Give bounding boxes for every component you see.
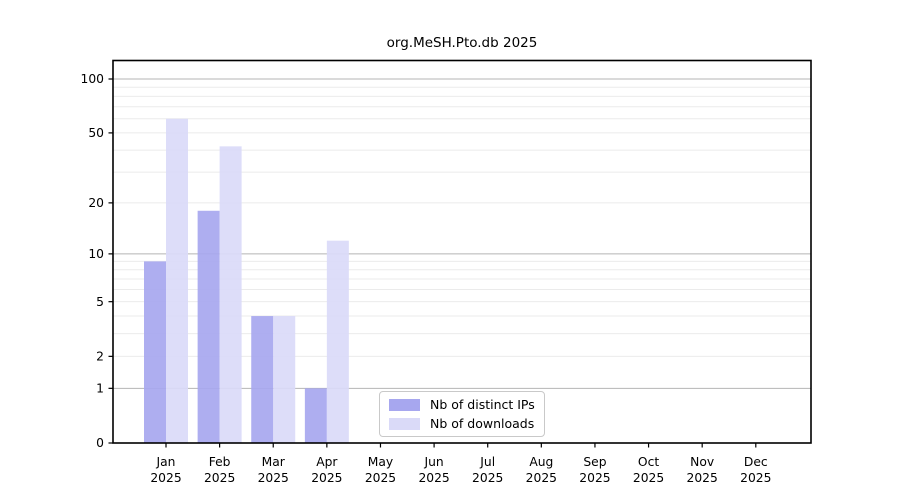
y-tick-label: 0 (96, 436, 104, 450)
x-tick-label-month: Jul (479, 455, 495, 469)
x-tick-label-year: 2025 (204, 471, 235, 485)
y-tick-label: 100 (81, 72, 104, 86)
x-tick-label-year: 2025 (526, 471, 557, 485)
y-tick-label: 50 (88, 126, 104, 140)
x-tick-label-year: 2025 (472, 471, 503, 485)
bar-downloads-mar (273, 316, 296, 443)
x-tick-label-year: 2025 (258, 471, 289, 485)
bar-distinct-ips-feb (197, 210, 220, 443)
bar-downloads-apr (326, 240, 349, 443)
y-tick-label: 10 (88, 247, 104, 261)
x-tick-label-month: Jan (156, 455, 176, 469)
x-tick-label-month: Feb (209, 455, 231, 469)
legend-swatch-downloads (389, 417, 420, 430)
y-tick-label: 5 (96, 295, 104, 309)
x-tick-label-month: May (368, 455, 393, 469)
legend: Nb of distinct IPs Nb of downloads (379, 391, 545, 437)
y-tick-label: 2 (96, 350, 104, 364)
legend-swatch-distinct-ips (389, 398, 420, 411)
bar-distinct-ips-jan (144, 261, 166, 443)
bar-downloads-jan (166, 118, 188, 443)
legend-item-downloads: Nb of downloads (389, 416, 535, 431)
chart-title: org.MeSH.Pto.db 2025 (386, 35, 538, 51)
x-tick-label-year: 2025 (687, 471, 718, 485)
legend-item-distinct-ips: Nb of distinct IPs (389, 397, 535, 412)
bar-downloads-feb (219, 146, 242, 443)
bar-distinct-ips-apr (304, 388, 327, 443)
x-tick-label-month: Nov (690, 455, 714, 469)
x-tick-label-month: Aug (529, 455, 553, 469)
plot-border (112, 59, 812, 444)
y-tick-label: 20 (88, 196, 104, 210)
x-tick-label-year: 2025 (150, 471, 181, 485)
x-tick-label-year: 2025 (740, 471, 771, 485)
x-tick-label-year: 2025 (633, 471, 664, 485)
x-tick-label-month: Apr (316, 455, 338, 469)
x-tick-label-month: Oct (638, 455, 659, 469)
legend-label-downloads: Nb of downloads (430, 416, 535, 431)
x-tick-label-year: 2025 (579, 471, 610, 485)
x-tick-label-month: Mar (262, 455, 286, 469)
x-tick-label-month: Sep (583, 455, 606, 469)
x-tick-label-year: 2025 (365, 471, 396, 485)
x-tick-label-month: Jun (423, 455, 443, 469)
x-tick-label-year: 2025 (311, 471, 342, 485)
x-tick-label-month: Dec (744, 455, 768, 469)
bar-distinct-ips-mar (251, 316, 274, 443)
x-tick-label-year: 2025 (418, 471, 449, 485)
legend-label-distinct-ips: Nb of distinct IPs (430, 397, 535, 412)
y-tick-label: 1 (96, 382, 104, 396)
